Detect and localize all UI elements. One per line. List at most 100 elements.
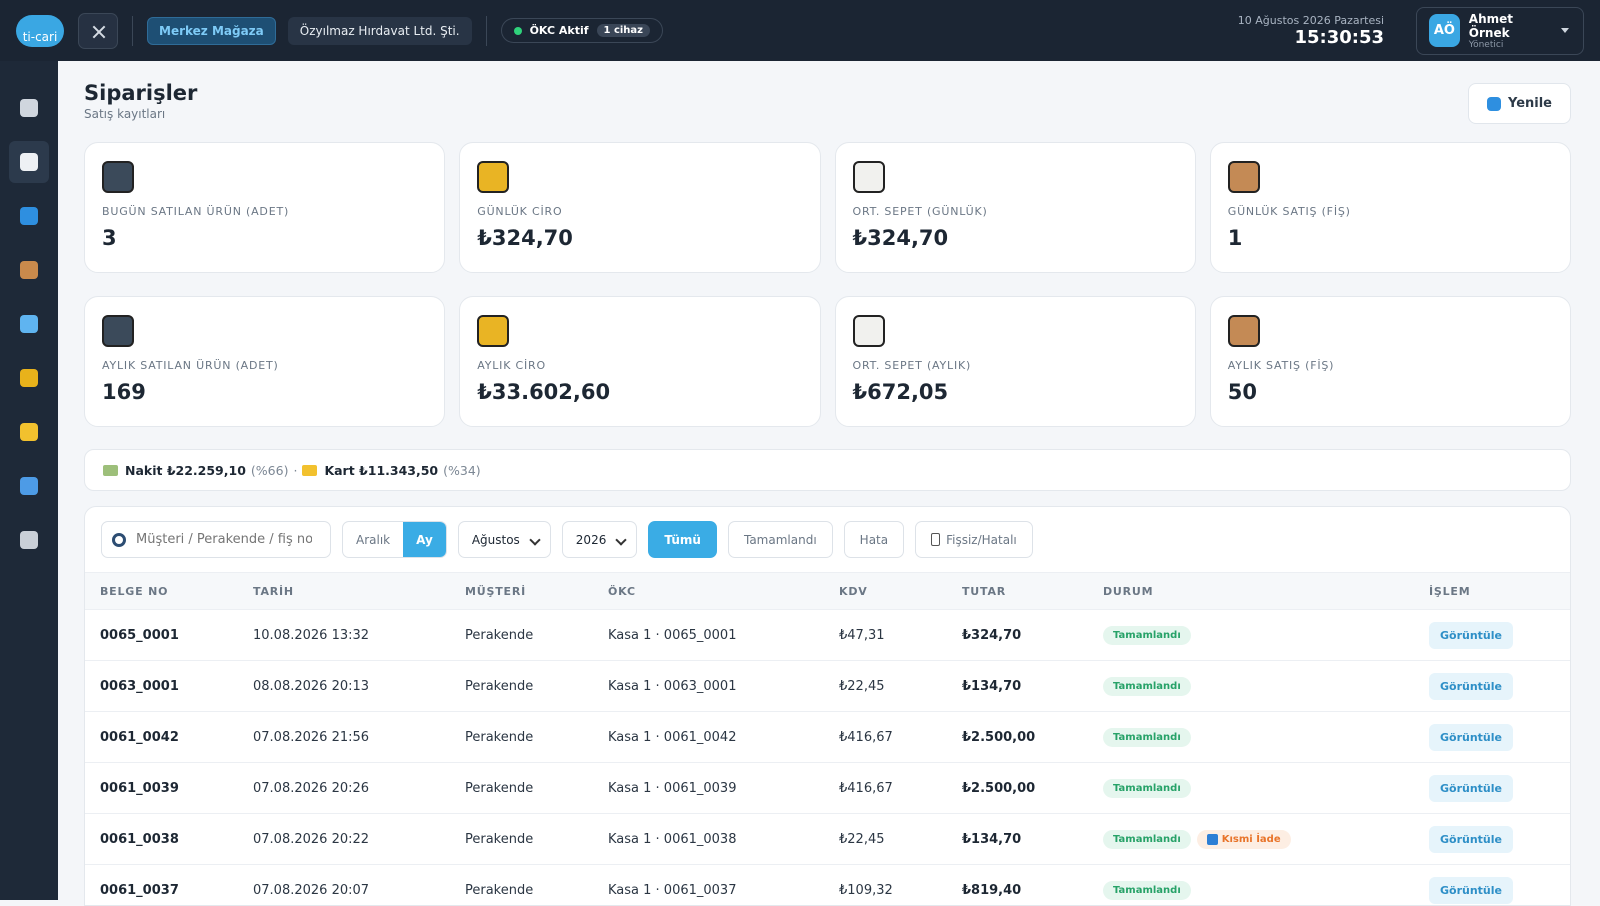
- doc-no: 0063_0001: [100, 678, 179, 694]
- user-menu[interactable]: AÖ Ahmet Örnek Yönetici: [1416, 6, 1584, 55]
- column-header: İŞLEM: [1429, 584, 1471, 598]
- stat-label: ORT. SEPET (GÜNLÜK): [852, 205, 988, 218]
- close-button[interactable]: [78, 12, 118, 49]
- total: ₺324,70: [962, 627, 1022, 643]
- total: ₺134,70: [962, 831, 1022, 847]
- status-filter-label: Tümü: [664, 532, 701, 547]
- range-option[interactable]: Ay: [403, 522, 446, 557]
- customer: Perakende: [465, 882, 534, 898]
- nav-item[interactable]: [7, 249, 52, 291]
- nav-icon: [20, 99, 38, 117]
- date: 07.08.2026 21:56: [253, 729, 370, 745]
- stat-value: ₺672,05: [852, 380, 949, 404]
- stat-label: GÜNLÜK CİRO: [477, 205, 563, 218]
- kdv: ₺47,31: [839, 627, 885, 643]
- clock: 15:30:53: [1294, 26, 1384, 48]
- view-button[interactable]: Görüntüle: [1429, 825, 1513, 853]
- caret: [1561, 28, 1569, 33]
- nav-item[interactable]: [7, 411, 52, 453]
- action-cell: Görüntüle: [1429, 774, 1570, 802]
- range-option[interactable]: Aralık: [356, 532, 391, 547]
- status-badge: Tamamlandı: [1103, 625, 1191, 645]
- stat-value: ₺33.602,60: [477, 380, 611, 404]
- nav-icon: [20, 153, 38, 171]
- column-header: KDV: [839, 584, 868, 598]
- user-role: Yönetici: [1468, 39, 1504, 50]
- nav-item[interactable]: [7, 87, 52, 129]
- table-row: 0063_0001 08.08.2026 20:13 Perakende Kasa 1…: [85, 661, 1570, 712]
- store-selector[interactable]: Merkez Mağaza: [147, 16, 276, 45]
- status-text: Tamamlandı: [1113, 680, 1181, 692]
- table-header: BELGE NO TARİH MÜŞTERİ ÖKC KDV TUTAR DURUM İŞLE…: [85, 572, 1570, 610]
- kdv: ₺22,45: [839, 831, 885, 847]
- receipt-icon: [931, 533, 941, 546]
- nav-item[interactable]: [7, 465, 52, 507]
- status-filter-label: Fişsiz/Hatalı: [946, 532, 1017, 547]
- status-filter[interactable]: Hata: [843, 521, 905, 558]
- refresh-button[interactable]: Yenile: [1467, 83, 1571, 124]
- nav-item[interactable]: [7, 519, 52, 561]
- stat-value: ₺324,70: [852, 226, 949, 250]
- divider: [132, 15, 133, 46]
- status-badge: Tamamlandı: [1103, 676, 1191, 696]
- payment-summary: Nakit ₺22.259,10 (%66) · Kart ₺11.343,50 (%3…: [84, 449, 1571, 491]
- kdv: ₺416,67: [839, 729, 893, 745]
- status-badge: Tamamlandı: [1103, 880, 1191, 900]
- status-filter[interactable]: Fişsiz/Hatalı: [915, 521, 1033, 558]
- datetime: 10 Ağustos 2026 Pazartesi 15:30:53: [1238, 14, 1384, 48]
- status-filter[interactable]: Tümü: [648, 521, 717, 558]
- customer: Perakende: [465, 678, 534, 694]
- action-cell: Görüntüle: [1429, 876, 1570, 904]
- nav-item[interactable]: [9, 141, 49, 183]
- range-toggle: Aralık Ay: [342, 521, 447, 558]
- stat-card: BUGÜN SATILAN ÜRÜN (ADET) 3: [84, 142, 446, 273]
- view-button[interactable]: Görüntüle: [1429, 774, 1513, 802]
- year-select[interactable]: 2026: [561, 521, 638, 558]
- status-text: Kısmi İade: [1221, 833, 1281, 845]
- action-cell: Görüntüle: [1429, 723, 1570, 751]
- customer: Perakende: [465, 627, 534, 643]
- stat-icon: [1227, 161, 1260, 193]
- status-filter[interactable]: Tamamlandı: [727, 521, 833, 558]
- search-box: [101, 521, 331, 558]
- stat-value: 50: [1227, 380, 1257, 404]
- nav-item[interactable]: [7, 303, 52, 345]
- search-input[interactable]: [134, 531, 314, 548]
- stat-card: AYLIK SATILAN ÜRÜN (ADET) 169: [84, 296, 446, 427]
- status-cell: Tamamlandı: [1103, 676, 1429, 696]
- main: Siparişler Satış kayıtları Yenile BUGÜN SAT…: [58, 61, 1600, 906]
- stat-icon: [852, 161, 885, 193]
- table-row: 0065_0001 10.08.2026 13:32 Perakende Kasa 1…: [85, 610, 1570, 661]
- kdv: ₺416,67: [839, 780, 893, 796]
- nav-icon: [20, 261, 38, 279]
- status-cell: Tamamlandı: [1103, 778, 1429, 798]
- payment-label: Nakit ₺22.259,10: [125, 462, 246, 478]
- view-button[interactable]: Görüntüle: [1429, 723, 1513, 751]
- stat-label: AYLIK SATILAN ÜRÜN (ADET): [102, 359, 279, 372]
- okc-status[interactable]: ÖKC Aktif 1 cihaz: [500, 18, 663, 43]
- view-button[interactable]: Görüntüle: [1429, 876, 1513, 904]
- page-title: Siparişler: [84, 81, 198, 105]
- stat-label: BUGÜN SATILAN ÜRÜN (ADET): [102, 205, 290, 218]
- total: ₺134,70: [962, 678, 1022, 694]
- view-button[interactable]: Görüntüle: [1429, 672, 1513, 700]
- date: 10 Ağustos 2026 Pazartesi: [1237, 13, 1384, 27]
- nav-item[interactable]: [7, 195, 52, 237]
- stat-card: ORT. SEPET (GÜNLÜK) ₺324,70: [834, 142, 1196, 273]
- nav-item[interactable]: [7, 357, 52, 399]
- column-header: TUTAR: [962, 584, 1007, 598]
- status-text: Tamamlandı: [1113, 884, 1181, 896]
- okc: Kasa 1 · 0061_0038: [608, 831, 737, 847]
- status-text: Tamamlandı: [1113, 833, 1181, 845]
- status-cell: Tamamlandı: [1103, 625, 1429, 645]
- status-text: Tamamlandı: [1113, 731, 1181, 743]
- status-cell: Tamamlandı Kısmi İade: [1103, 829, 1429, 849]
- column-header: MÜŞTERİ: [465, 584, 526, 598]
- okc: Kasa 1 · 0061_0037: [608, 882, 737, 898]
- status-text: Tamamlandı: [1113, 782, 1181, 794]
- stat-icon: [102, 315, 134, 347]
- month-select[interactable]: Ağustos: [457, 521, 551, 558]
- page-subtitle: Satış kayıtları: [84, 107, 166, 121]
- view-button[interactable]: Görüntüle: [1429, 621, 1513, 649]
- nav-icon: [20, 531, 38, 549]
